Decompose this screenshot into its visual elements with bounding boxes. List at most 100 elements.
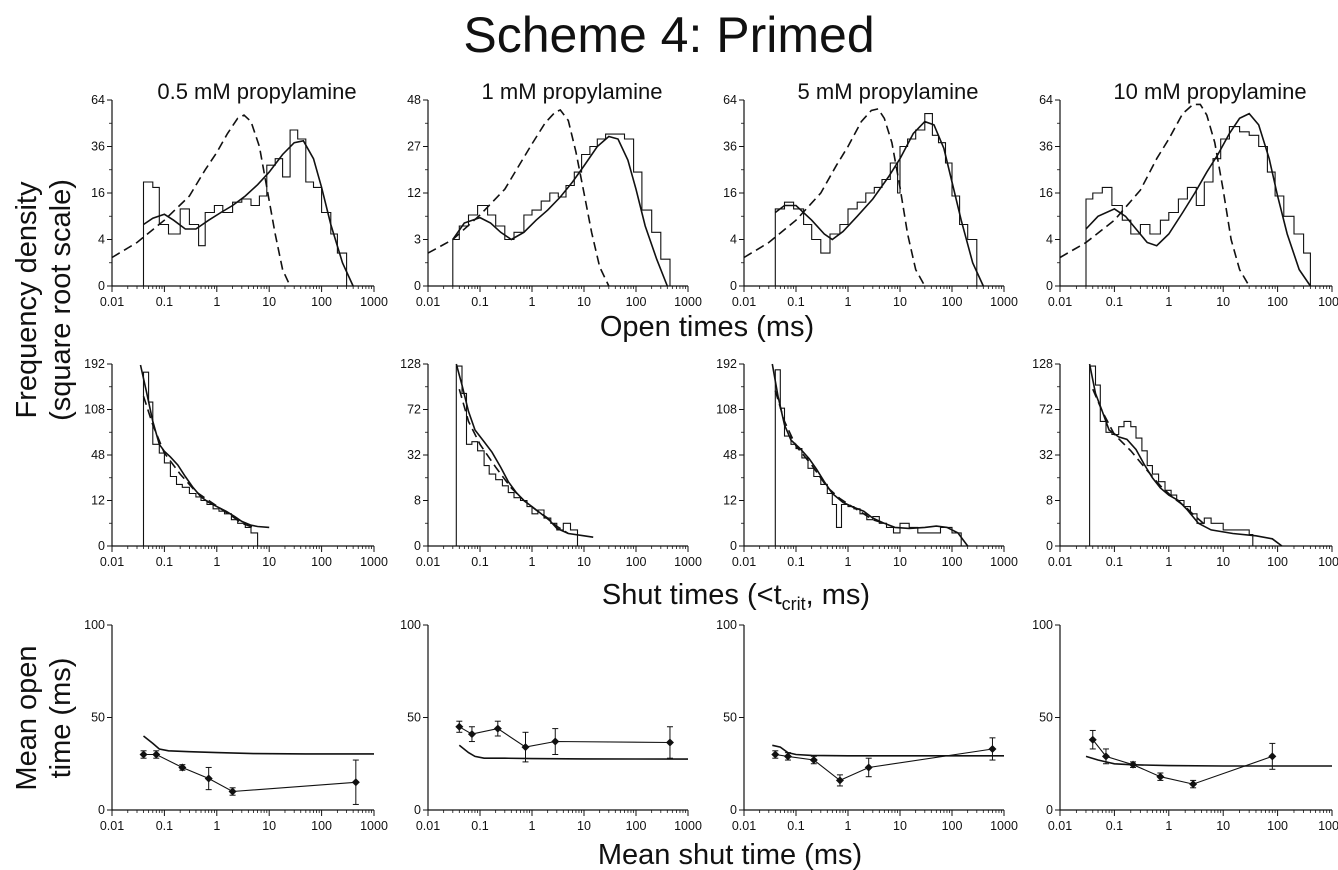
x-tick-label: 10 bbox=[262, 295, 276, 309]
data-point bbox=[783, 752, 792, 761]
x-tick-label: 1000 bbox=[1318, 295, 1338, 309]
shut-times-xlabel: Shut times (<tcrit, ms) bbox=[602, 579, 870, 614]
x-tick-label: 0.1 bbox=[787, 819, 804, 833]
y-tick-label: 16 bbox=[723, 186, 737, 200]
x-tick-label: 1 bbox=[213, 819, 220, 833]
y-tick-label: 12 bbox=[91, 494, 105, 508]
y-tick-label: 27 bbox=[407, 140, 421, 154]
x-tick-label: 1 bbox=[1165, 295, 1172, 309]
y-tick-label: 48 bbox=[723, 448, 737, 462]
mean-open-ylabel-line2: time (ms) bbox=[45, 658, 77, 779]
histogram-series bbox=[774, 113, 978, 286]
histogram-series bbox=[1089, 365, 1254, 546]
x-tick-label: 1000 bbox=[674, 295, 702, 309]
x-tick-label: 0.1 bbox=[1106, 819, 1123, 833]
x-tick-label: 0.01 bbox=[1048, 295, 1072, 309]
x-tick-label: 10 bbox=[893, 295, 907, 309]
fit-curve bbox=[452, 135, 669, 287]
shut-panel-3: 0.01 0.1 1 10 100 1000 0 8 32 72 128 bbox=[1032, 357, 1338, 569]
y-tick-label: 4 bbox=[730, 233, 737, 247]
data-point bbox=[771, 750, 780, 759]
figure-title: Scheme 4: Primed bbox=[463, 7, 875, 63]
data-connector bbox=[1092, 739, 1273, 785]
data-point bbox=[1129, 760, 1138, 769]
data-point bbox=[988, 744, 997, 753]
y-tick-label: 16 bbox=[91, 186, 105, 200]
x-tick-label: 100 bbox=[1267, 819, 1288, 833]
y-tick-label: 100 bbox=[400, 618, 421, 632]
panel-title: 1 mM propylamine bbox=[482, 79, 663, 104]
y-tick-label: 50 bbox=[723, 711, 737, 725]
x-tick-label: 10 bbox=[262, 819, 276, 833]
mean-panel-3: 0.01 0.1 1 10 100 1000 0 50 100 bbox=[1032, 618, 1338, 833]
y-tick-label: 0 bbox=[98, 539, 105, 553]
predicted-curve bbox=[772, 744, 1004, 757]
x-tick-label: 0.01 bbox=[732, 555, 756, 569]
mean-panel-2: 0.01 0.1 1 10 100 1000 0 50 100 bbox=[716, 618, 1018, 833]
y-tick-label: 36 bbox=[1039, 140, 1053, 154]
x-tick-label: 0.1 bbox=[471, 555, 488, 569]
y-tick-label: 0 bbox=[414, 539, 421, 553]
fit-curve bbox=[1085, 112, 1312, 287]
y-tick-label: 3 bbox=[414, 233, 421, 247]
y-tick-label: 64 bbox=[1039, 93, 1053, 107]
x-tick-label: 0.1 bbox=[1106, 555, 1123, 569]
y-tick-label: 0 bbox=[1046, 279, 1053, 293]
x-tick-label: 1 bbox=[1165, 555, 1172, 569]
shut-panel-2: 0.01 0.1 1 10 100 1000 0 12 48 108 192 bbox=[716, 357, 1018, 569]
x-tick-label: 0.1 bbox=[787, 555, 804, 569]
x-tick-label: 10 bbox=[577, 819, 591, 833]
x-tick-label: 1 bbox=[529, 555, 536, 569]
x-tick-label: 100 bbox=[942, 555, 963, 569]
y-tick-label: 16 bbox=[1039, 186, 1053, 200]
x-tick-label: 100 bbox=[1267, 295, 1288, 309]
x-tick-label: 0.01 bbox=[100, 819, 124, 833]
x-tick-label: 10 bbox=[262, 555, 276, 569]
y-tick-label: 8 bbox=[414, 494, 421, 508]
data-point bbox=[551, 737, 560, 746]
y-tick-label: 64 bbox=[91, 93, 105, 107]
y-tick-label: 48 bbox=[407, 93, 421, 107]
component-curve bbox=[1092, 388, 1208, 527]
predicted-curve bbox=[458, 744, 689, 760]
component-curve bbox=[142, 395, 254, 529]
y-tick-label: 12 bbox=[723, 494, 737, 508]
predicted-curve bbox=[1085, 755, 1332, 767]
y-tick-label: 0 bbox=[730, 539, 737, 553]
y-tick-label: 8 bbox=[1046, 494, 1053, 508]
predicted-curve bbox=[143, 735, 374, 755]
panel-title: 0.5 mM propylamine bbox=[157, 79, 356, 104]
shut-panel-1: 0.01 0.1 1 10 100 1000 0 8 32 72 128 bbox=[400, 357, 702, 569]
mean-panel-0: 0.01 0.1 1 10 100 1000 0 50 100 bbox=[84, 618, 388, 833]
histogram-series bbox=[774, 369, 962, 546]
x-tick-label: 0.01 bbox=[416, 555, 440, 569]
y-tick-label: 4 bbox=[98, 233, 105, 247]
x-tick-label: 1 bbox=[213, 555, 220, 569]
shut-xlabel-main: Shut times (<t bbox=[602, 579, 782, 611]
x-tick-label: 0.01 bbox=[732, 295, 756, 309]
mean-open-ylabel-line1: Mean open bbox=[11, 645, 43, 790]
component-curve bbox=[743, 107, 926, 287]
data-point bbox=[152, 750, 161, 759]
data-point bbox=[1088, 735, 1097, 744]
panel-title: 5 mM propylamine bbox=[798, 79, 979, 104]
x-tick-label: 1000 bbox=[360, 555, 388, 569]
x-tick-label: 100 bbox=[311, 555, 332, 569]
x-tick-label: 100 bbox=[626, 819, 647, 833]
shut-xlabel-subscript: crit bbox=[782, 594, 806, 614]
y-tick-label: 72 bbox=[1039, 403, 1053, 417]
x-tick-label: 100 bbox=[1267, 555, 1288, 569]
x-tick-label: 100 bbox=[942, 295, 963, 309]
x-tick-label: 1 bbox=[213, 295, 220, 309]
x-tick-label: 0.1 bbox=[471, 295, 488, 309]
data-point bbox=[455, 722, 464, 731]
y-tick-label: 100 bbox=[1032, 618, 1053, 632]
fit-curve bbox=[1088, 363, 1283, 547]
shut-panel-0: 0.01 0.1 1 10 100 1000 0 12 48 108 192 bbox=[84, 357, 388, 569]
component-curve bbox=[1059, 103, 1250, 287]
fit-curve bbox=[143, 139, 354, 287]
x-tick-label: 1000 bbox=[360, 295, 388, 309]
y-tick-label: 50 bbox=[407, 711, 421, 725]
x-tick-label: 10 bbox=[1216, 819, 1230, 833]
mean-panel-1: 0.01 0.1 1 10 100 1000 0 50 100 bbox=[400, 618, 702, 833]
